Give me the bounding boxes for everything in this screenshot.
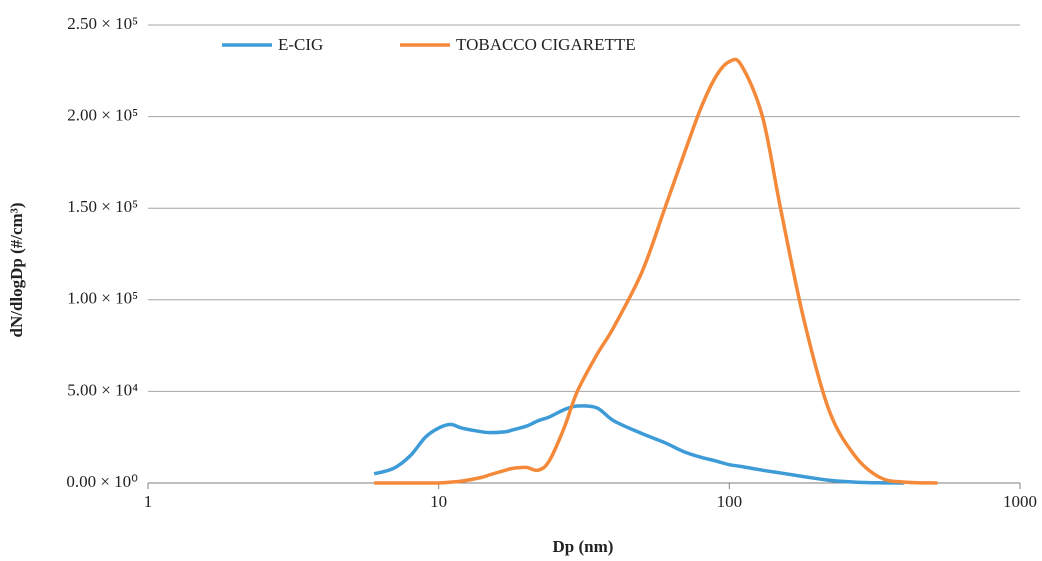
y-tick-label: 2.00 × 10⁵ (67, 106, 138, 125)
legend-label: TOBACCO CIGARETTE (456, 35, 636, 54)
y-tick-label: 1.00 × 10⁵ (67, 289, 138, 308)
legend-label: E-CIG (278, 35, 323, 54)
y-tick-label: 2.50 × 10⁵ (67, 14, 138, 33)
x-tick-label: 1000 (1003, 492, 1037, 511)
y-tick-label: 1.50 × 10⁵ (67, 197, 138, 216)
y-axis-label: dN/dlogDp (#/cm³) (7, 203, 26, 338)
y-tick-label: 5.00 × 10⁴ (67, 380, 138, 399)
y-tick-label: 0.00 × 10⁰ (66, 472, 138, 491)
x-tick-label: 1 (144, 492, 153, 511)
data-line (374, 57, 938, 485)
x-tick-label: 100 (717, 492, 743, 511)
data-line (373, 404, 905, 485)
x-tick-label: 10 (430, 492, 447, 511)
x-axis-label: Dp (nm) (553, 537, 614, 556)
